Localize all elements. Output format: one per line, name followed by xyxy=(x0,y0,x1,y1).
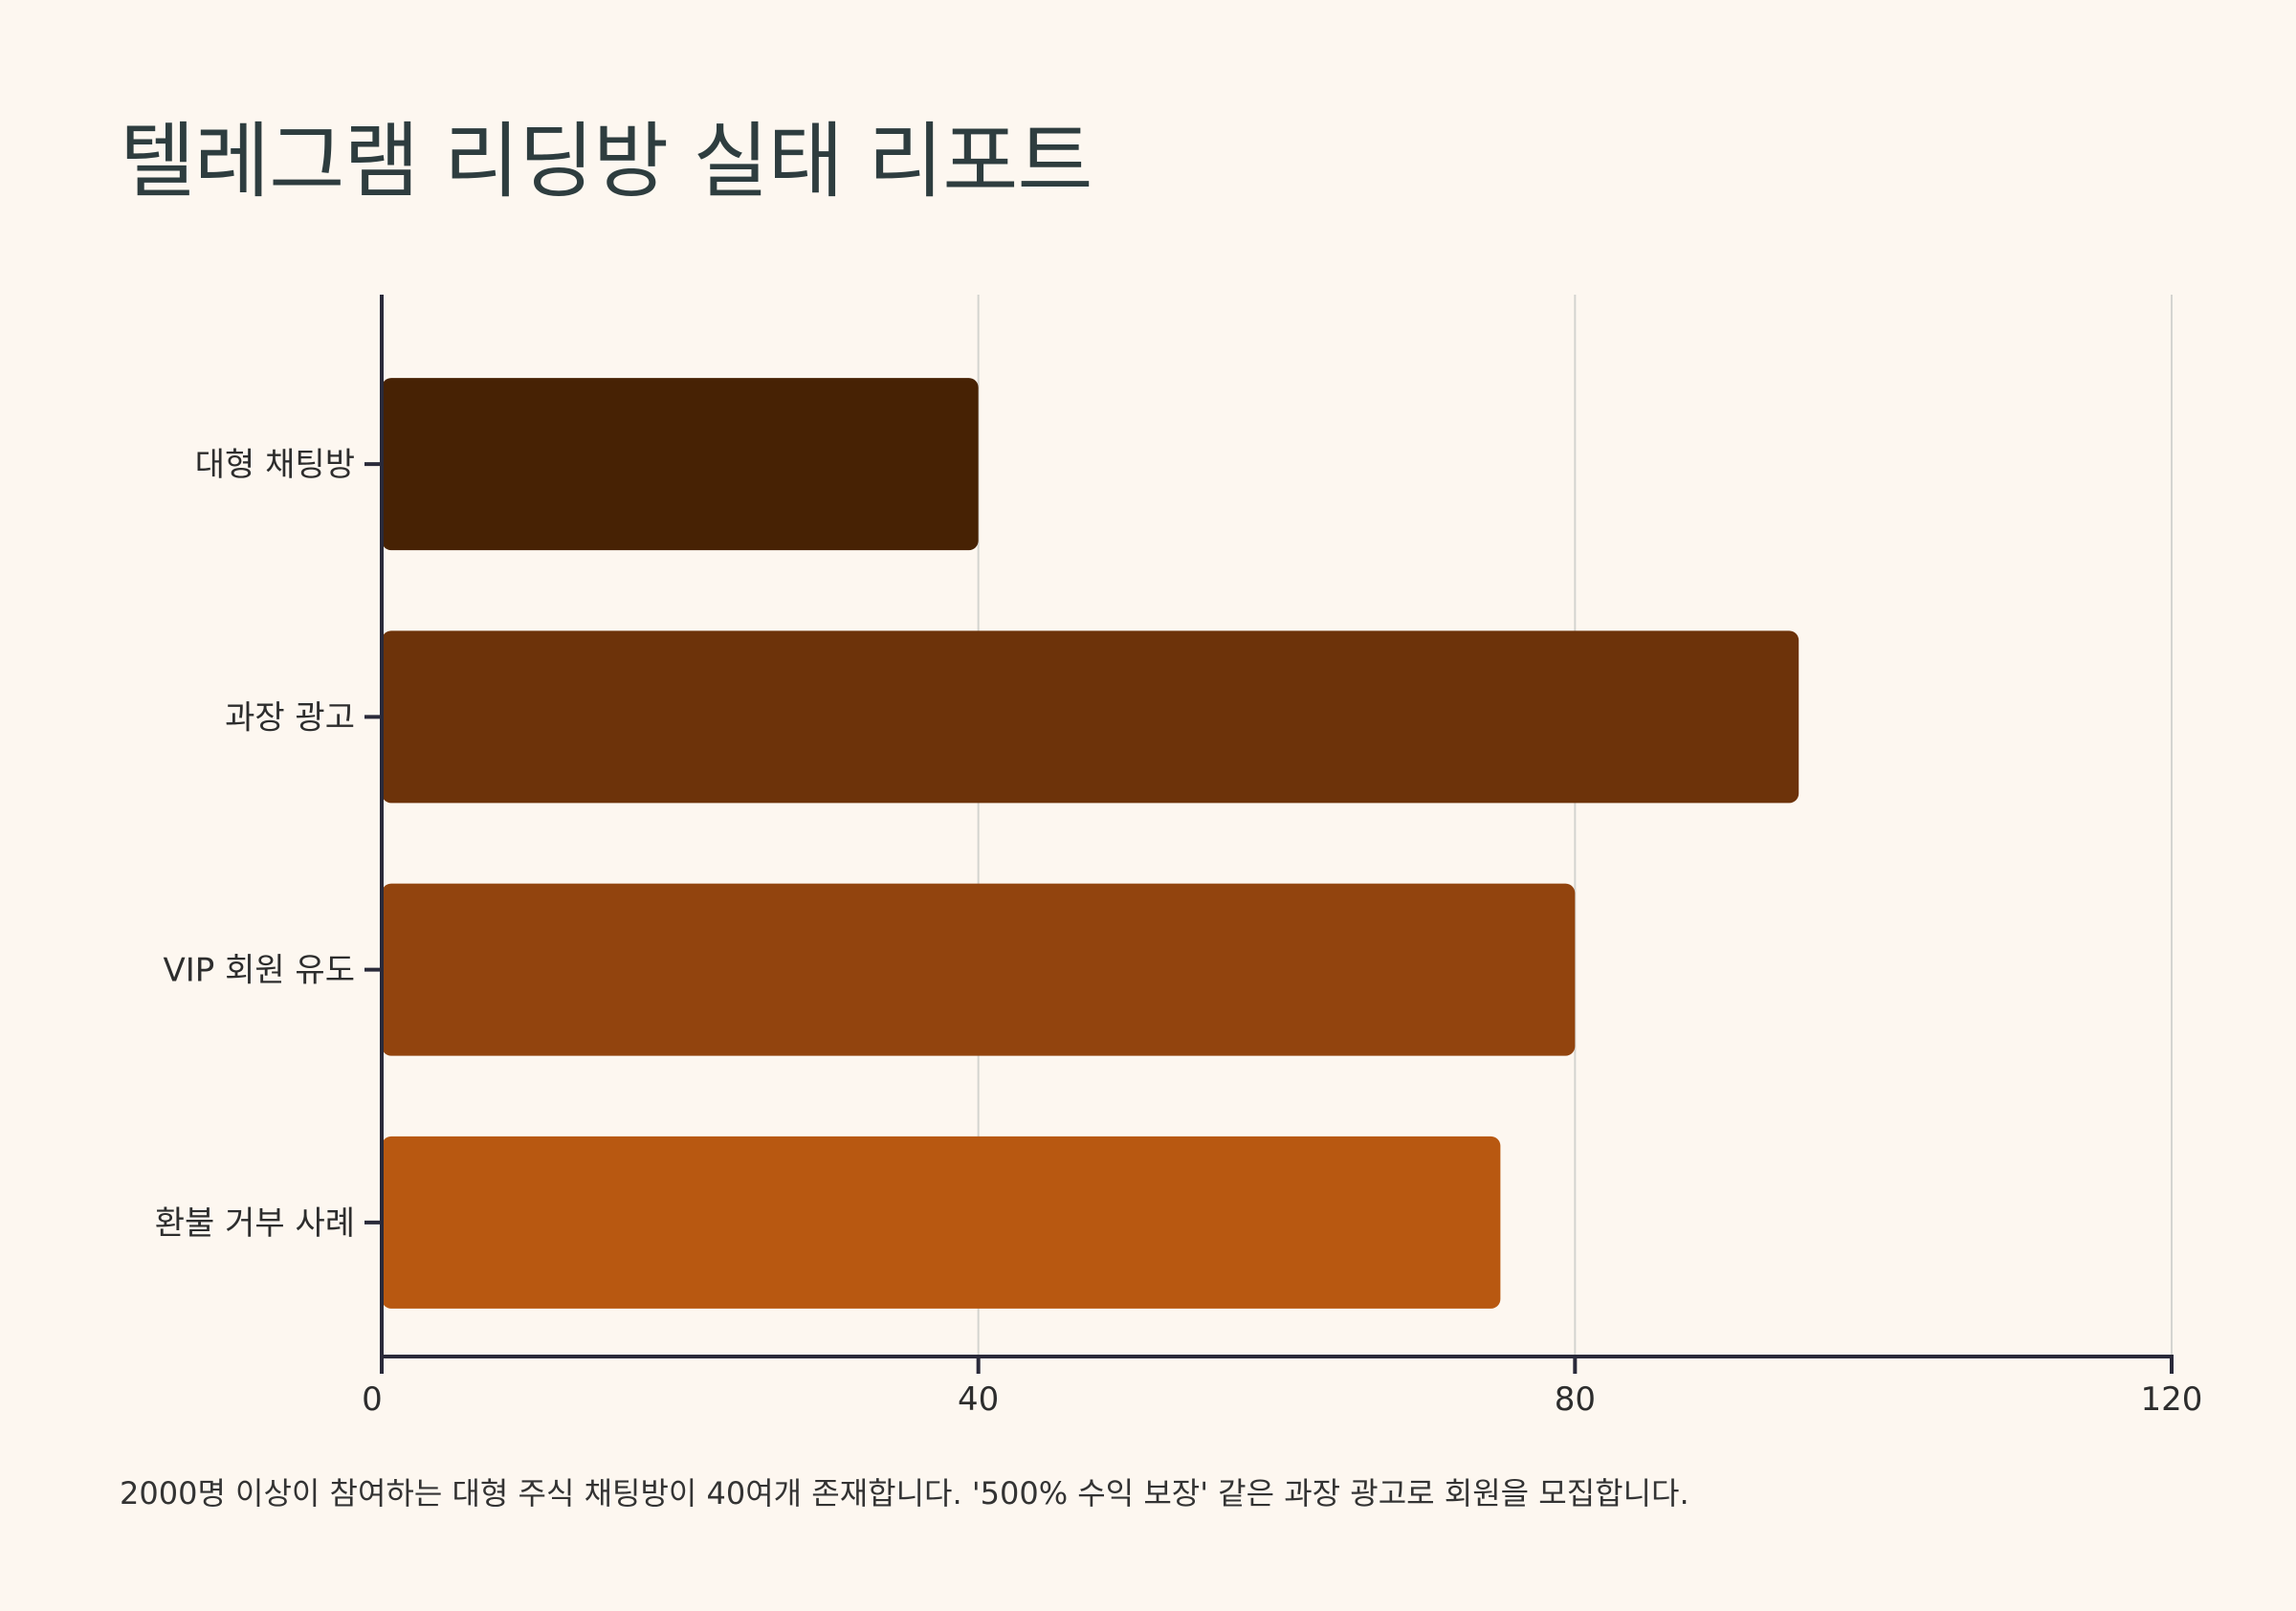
x-tick-label: 40 xyxy=(958,1380,999,1419)
x-tick-label: 120 xyxy=(2141,1380,2203,1419)
y-tick-label: 과장 광고 xyxy=(225,698,355,737)
bar xyxy=(382,883,1576,1056)
x-tick-label: 80 xyxy=(1555,1380,1596,1419)
bar xyxy=(382,378,979,551)
bar xyxy=(382,1136,1501,1309)
chart-caption: 2000명 이상이 참여하는 대형 주식 채팅방이 40여개 존재합니다. '5… xyxy=(120,1475,1689,1512)
y-tick-label: 대형 채팅방 xyxy=(195,446,355,484)
x-tick-label: 0 xyxy=(362,1380,383,1419)
y-tick-label: 환불 거부 사례 xyxy=(155,1204,355,1243)
y-tick-label: VIP 회원 유도 xyxy=(163,952,355,990)
bar xyxy=(382,630,1799,804)
chart-title: 텔레그램 리딩방 실태 리포트 xyxy=(120,114,1093,210)
